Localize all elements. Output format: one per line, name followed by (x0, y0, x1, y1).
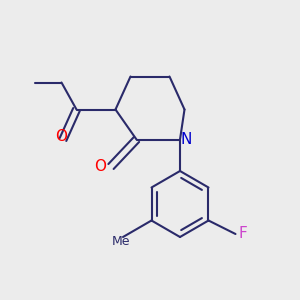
Text: Me: Me (112, 235, 131, 248)
Text: O: O (94, 159, 106, 174)
Text: O: O (56, 129, 68, 144)
Text: F: F (238, 226, 247, 242)
Text: N: N (180, 132, 192, 147)
